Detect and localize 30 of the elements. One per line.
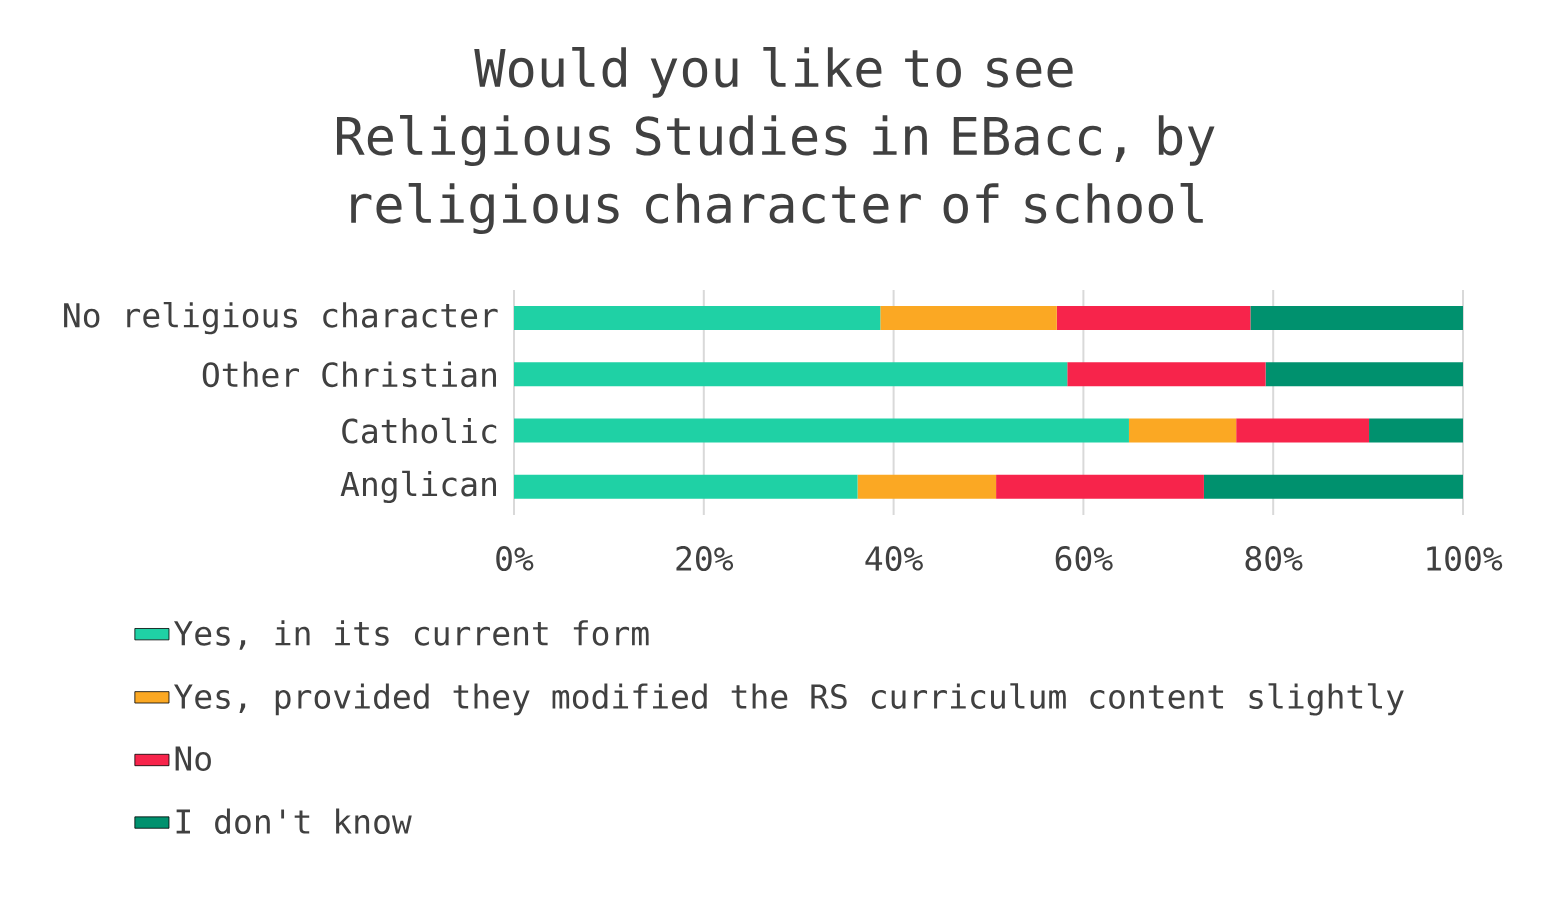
y-tick-label: No religious character — [64, 301, 498, 335]
bar — [1203, 474, 1463, 499]
y-tick-label: Anglican — [340, 470, 496, 504]
bar — [514, 362, 1068, 387]
bar — [514, 306, 881, 331]
x-tick-label: 20% — [676, 546, 734, 572]
legend-label: Yes, in its current form — [173, 620, 649, 650]
bar — [1250, 306, 1463, 331]
legend-label: I don't know — [176, 808, 412, 835]
bar — [1128, 418, 1237, 443]
legend-label: No — [175, 746, 211, 771]
x-tick-label: 80% — [1245, 546, 1303, 572]
y-tick-label: Catholic — [342, 417, 497, 444]
bar — [880, 306, 1057, 331]
legend-label: Yes, provided they modified the RS curriculum content slightly — [173, 683, 1404, 716]
bar — [1236, 418, 1370, 443]
bar — [1369, 418, 1463, 443]
x-tick-label: 40% — [865, 546, 923, 572]
chart-title: Would you like to see Religious Studies in EBacc, by religious character of school — [337, 47, 1215, 235]
x-tick-label: 100% — [1427, 546, 1503, 572]
bar — [1265, 362, 1463, 387]
bar — [996, 474, 1204, 499]
bar — [514, 418, 1129, 443]
x-tick-label: 60% — [1055, 546, 1113, 572]
y-tick-label: Other Christian — [202, 361, 496, 388]
bar — [857, 474, 997, 499]
bar — [1067, 362, 1266, 387]
x-tick-label: 0% — [496, 546, 534, 572]
bar — [514, 474, 858, 499]
bar — [1056, 306, 1251, 331]
